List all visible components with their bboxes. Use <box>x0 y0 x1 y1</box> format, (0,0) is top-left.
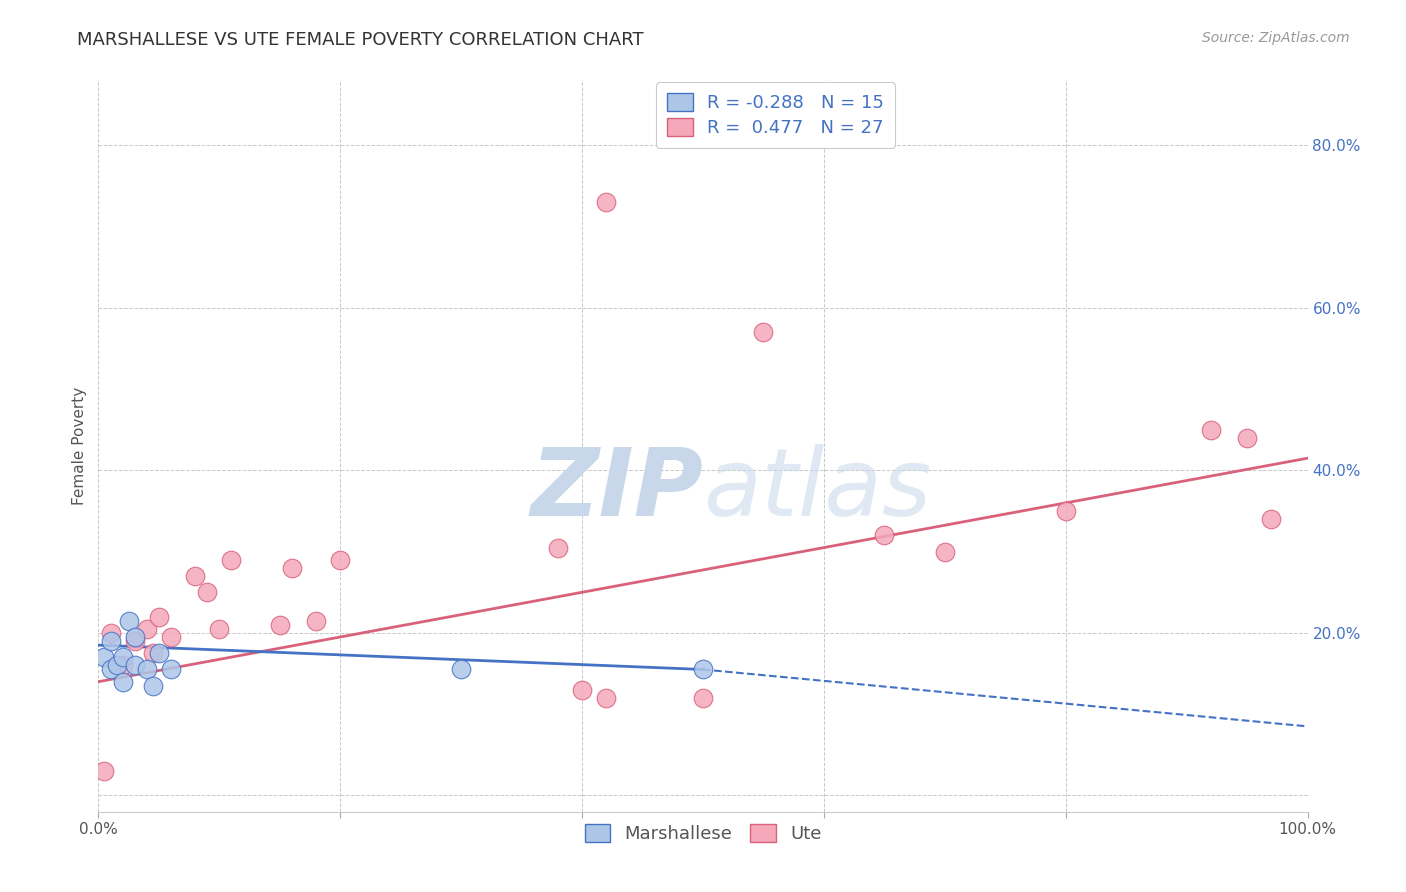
Y-axis label: Female Poverty: Female Poverty <box>72 387 87 505</box>
Point <box>100 634 122 648</box>
Point <box>135 622 157 636</box>
Point <box>105 658 128 673</box>
Text: MARSHALLESE VS UTE FEMALE POVERTY CORRELATION CHART: MARSHALLESE VS UTE FEMALE POVERTY CORREL… <box>77 31 644 49</box>
Point <box>595 195 617 210</box>
Point <box>124 630 146 644</box>
Point <box>184 569 207 583</box>
Point <box>100 626 122 640</box>
Point <box>1054 504 1077 518</box>
Point <box>124 634 146 648</box>
Point <box>269 617 291 632</box>
Point <box>148 609 170 624</box>
Point <box>450 663 472 677</box>
Point <box>329 553 352 567</box>
Point <box>135 663 157 677</box>
Text: atlas: atlas <box>703 444 931 535</box>
Point <box>148 646 170 660</box>
Point <box>195 585 218 599</box>
Point <box>118 614 141 628</box>
Text: Source: ZipAtlas.com: Source: ZipAtlas.com <box>1202 31 1350 45</box>
Point <box>142 679 165 693</box>
Point <box>692 690 714 705</box>
Point <box>1199 423 1222 437</box>
Point <box>221 553 243 567</box>
Point <box>93 764 115 778</box>
Legend: Marshallese, Ute: Marshallese, Ute <box>578 816 828 850</box>
Point <box>547 541 569 555</box>
Point <box>873 528 896 542</box>
Point <box>111 650 134 665</box>
Point <box>692 663 714 677</box>
Point <box>93 650 115 665</box>
Point <box>142 646 165 660</box>
Point <box>111 674 134 689</box>
Point <box>571 682 593 697</box>
Point <box>752 325 775 339</box>
Text: ZIP: ZIP <box>530 444 703 536</box>
Point <box>305 614 328 628</box>
Point <box>160 630 183 644</box>
Point <box>124 658 146 673</box>
Point <box>160 663 183 677</box>
Point <box>208 622 231 636</box>
Point <box>100 663 122 677</box>
Point <box>934 544 956 558</box>
Point <box>111 658 134 673</box>
Point <box>595 690 617 705</box>
Point <box>1236 431 1258 445</box>
Point <box>1260 512 1282 526</box>
Point <box>281 561 304 575</box>
